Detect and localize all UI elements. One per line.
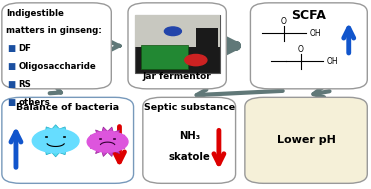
Text: ■: ■ (7, 62, 15, 71)
Text: ■: ■ (7, 80, 15, 89)
Circle shape (185, 54, 207, 66)
Circle shape (32, 129, 79, 153)
Text: skatole: skatole (168, 152, 210, 162)
Polygon shape (88, 127, 127, 156)
Text: OH: OH (326, 57, 338, 66)
Circle shape (87, 131, 128, 152)
Text: others: others (18, 98, 50, 107)
FancyBboxPatch shape (141, 45, 188, 69)
Text: ■: ■ (7, 98, 15, 107)
Text: Lower pH: Lower pH (277, 135, 335, 145)
FancyBboxPatch shape (128, 3, 226, 89)
Text: SCFA: SCFA (291, 9, 326, 22)
Text: Indigestible: Indigestible (6, 9, 64, 18)
Text: Septic substance: Septic substance (144, 103, 235, 112)
FancyBboxPatch shape (2, 3, 111, 89)
FancyBboxPatch shape (196, 28, 218, 49)
Text: Jar fermentor: Jar fermentor (143, 72, 211, 81)
Text: NH₃: NH₃ (179, 131, 200, 141)
Text: Balance of bacteria: Balance of bacteria (16, 103, 119, 112)
Text: DF: DF (18, 44, 31, 53)
Text: ■: ■ (7, 44, 15, 53)
Text: RS: RS (18, 80, 31, 89)
FancyBboxPatch shape (135, 15, 220, 73)
Text: Oligosaccharide: Oligosaccharide (18, 62, 96, 71)
Text: O: O (281, 16, 287, 26)
FancyBboxPatch shape (250, 3, 367, 89)
FancyBboxPatch shape (135, 15, 220, 47)
Text: matters in ginseng:: matters in ginseng: (6, 26, 102, 35)
FancyBboxPatch shape (143, 97, 236, 183)
FancyBboxPatch shape (2, 97, 134, 183)
Text: O: O (298, 45, 303, 54)
FancyBboxPatch shape (245, 97, 367, 183)
Circle shape (164, 27, 181, 36)
Polygon shape (37, 125, 75, 157)
Text: OH: OH (310, 29, 321, 38)
